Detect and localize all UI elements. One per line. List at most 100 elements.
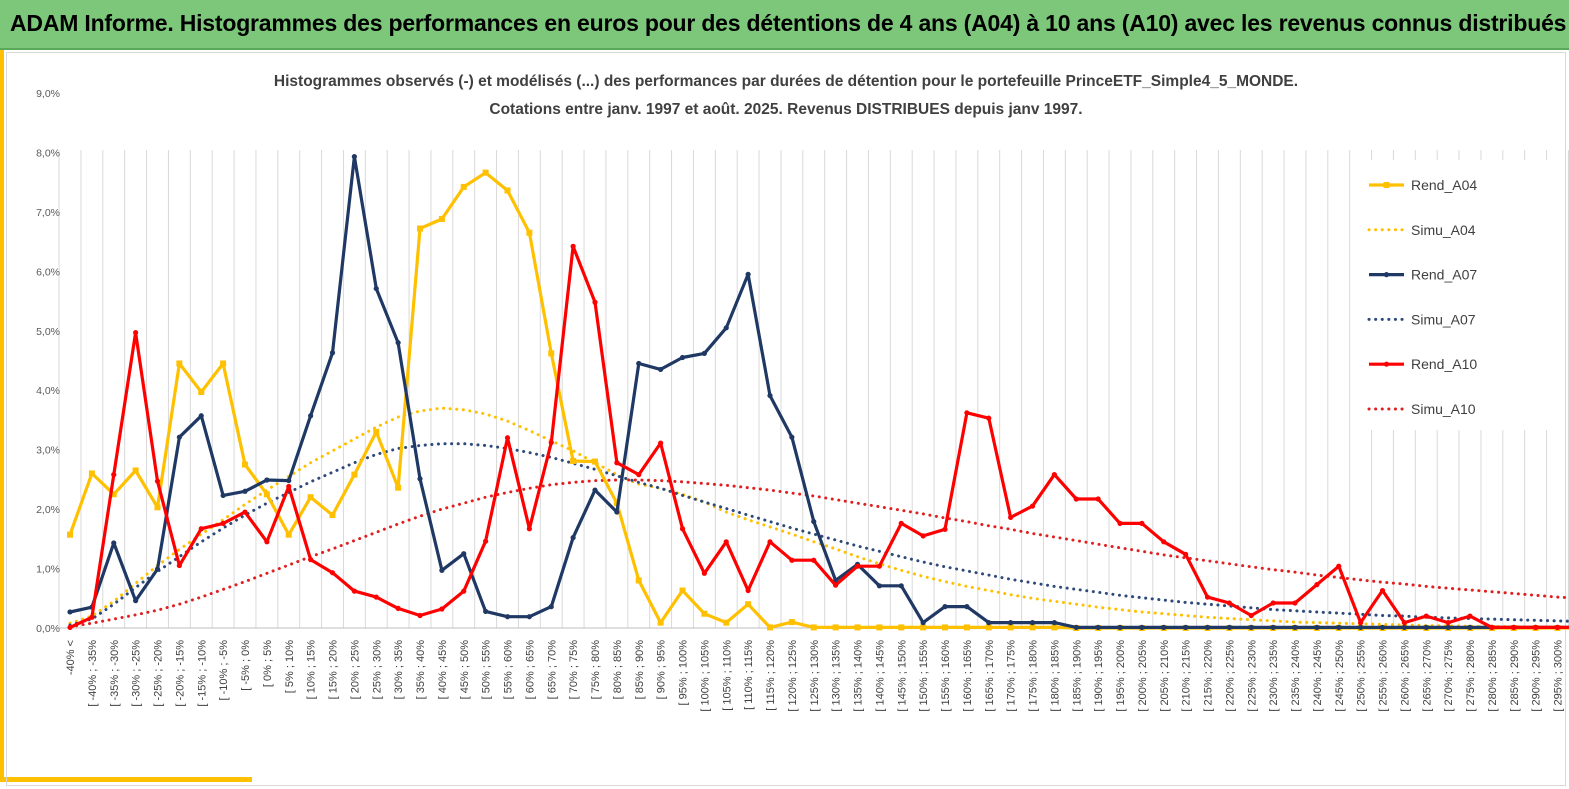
x-tick-label: [ -35% ; -30% — [109, 640, 121, 707]
data-point — [308, 413, 314, 419]
x-tick-label: [ 25% ; 30% — [371, 640, 383, 700]
x-tick-label: [ -20% ; -15% — [174, 640, 186, 707]
legend-item: Rend_A07 — [1369, 267, 1477, 283]
data-point — [1029, 624, 1036, 631]
x-tick-label: [ -5% ; 0% — [240, 640, 252, 691]
data-point — [614, 460, 620, 466]
data-point — [198, 413, 204, 419]
data-point — [592, 299, 598, 305]
data-point — [854, 563, 861, 569]
x-tick-label: [ 210% ; 215% — [1181, 640, 1193, 712]
data-point — [942, 526, 948, 532]
legend-item: Rend_A10 — [1369, 356, 1477, 372]
data-point — [176, 562, 182, 569]
x-tick-label: [ 205% ; 210% — [1159, 640, 1171, 712]
data-point — [592, 487, 598, 493]
data-point — [1204, 624, 1211, 631]
data-point — [723, 619, 730, 626]
data-point — [482, 169, 489, 176]
data-point — [176, 360, 183, 367]
x-tick-label: [ 120% ; 125% — [787, 640, 799, 712]
data-point — [154, 566, 161, 572]
x-tick-label: [ 285% ; 290% — [1509, 640, 1521, 712]
accent-bottom-bar — [0, 777, 252, 782]
data-point — [417, 612, 423, 619]
data-point — [985, 624, 992, 631]
data-point — [504, 187, 511, 194]
x-tick-label: [ 290% ; 295% — [1531, 640, 1543, 712]
data-point — [810, 624, 817, 631]
data-point — [920, 620, 926, 626]
x-tick-label: [ 105% ; 110% — [721, 640, 733, 711]
data-point — [1139, 624, 1145, 631]
x-tick-label: [ 255% ; 260% — [1378, 640, 1390, 712]
data-point — [110, 491, 117, 498]
x-tick-label: [ 235% ; 240% — [1290, 640, 1302, 712]
data-point — [285, 531, 292, 538]
data-point — [1226, 624, 1232, 631]
legend-marker — [1383, 272, 1390, 278]
data-point — [570, 535, 576, 541]
data-point — [1423, 613, 1429, 619]
data-point — [526, 526, 532, 532]
legend-item: Simu_A07 — [1367, 311, 1476, 327]
data-point — [1270, 624, 1276, 631]
data-point — [942, 604, 948, 610]
data-point — [461, 588, 467, 594]
y-tick-label: 7,0% — [36, 207, 60, 219]
x-tick-label: [ -10% ; -5% — [218, 640, 230, 701]
data-point — [745, 601, 752, 608]
y-tick-label: 1,0% — [36, 564, 60, 576]
data-point — [1226, 600, 1232, 606]
data-point — [548, 604, 554, 610]
data-point — [1051, 620, 1057, 626]
x-tick-label: [ 140% ; 145% — [874, 640, 886, 712]
data-point — [1139, 520, 1145, 526]
legend-marker — [1383, 182, 1390, 188]
data-point — [1008, 620, 1014, 626]
data-point — [1248, 612, 1254, 619]
x-tick-label: [ 250% ; 255% — [1356, 640, 1368, 712]
data-point — [636, 360, 642, 367]
data-point — [395, 340, 401, 346]
x-tick-label: [ 40% ; 45% — [437, 640, 449, 700]
data-point — [198, 526, 204, 532]
data-point — [1445, 620, 1451, 626]
y-tick-label: 4,0% — [36, 385, 60, 397]
x-tick-label: [ -40% ; -35% — [87, 640, 99, 707]
data-point — [1401, 624, 1407, 631]
legend-label: Rend_A10 — [1411, 356, 1477, 372]
x-axis: -40% < [ -40% ; -35% [ -35% ; -30% [ -30% ;… — [65, 640, 1565, 712]
y-tick-label: 2,0% — [36, 504, 60, 516]
data-point — [942, 624, 948, 631]
data-point — [1467, 624, 1473, 631]
data-point — [1248, 624, 1254, 631]
data-point — [833, 582, 839, 588]
data-point — [483, 608, 489, 614]
data-point — [1292, 600, 1298, 606]
data-point — [548, 439, 554, 446]
data-point — [220, 360, 227, 367]
x-tick-label: [ -30% ; -25% — [131, 640, 143, 707]
data-point — [767, 539, 773, 545]
data-point — [460, 183, 467, 190]
x-tick-label: [ 50% ; 55% — [481, 640, 493, 700]
x-tick-label: [ 280% ; 285% — [1487, 640, 1499, 712]
data-point — [461, 551, 467, 557]
legend-item: Simu_A04 — [1367, 222, 1476, 238]
legend-marker — [1383, 361, 1390, 367]
data-point — [1379, 624, 1386, 631]
data-point — [1511, 624, 1517, 631]
data-point — [964, 410, 970, 416]
data-point — [220, 492, 226, 499]
data-point — [1358, 624, 1364, 631]
banner-title: ADAM Informe. Histogrammes des performan… — [10, 10, 1567, 36]
data-point — [635, 577, 642, 584]
data-point — [1051, 472, 1057, 478]
data-point — [504, 614, 511, 620]
x-tick-label: [ 175% ; 180% — [1028, 640, 1040, 712]
data-point — [570, 457, 577, 464]
legend-item: Rend_A04 — [1369, 177, 1477, 193]
data-point — [154, 478, 161, 484]
